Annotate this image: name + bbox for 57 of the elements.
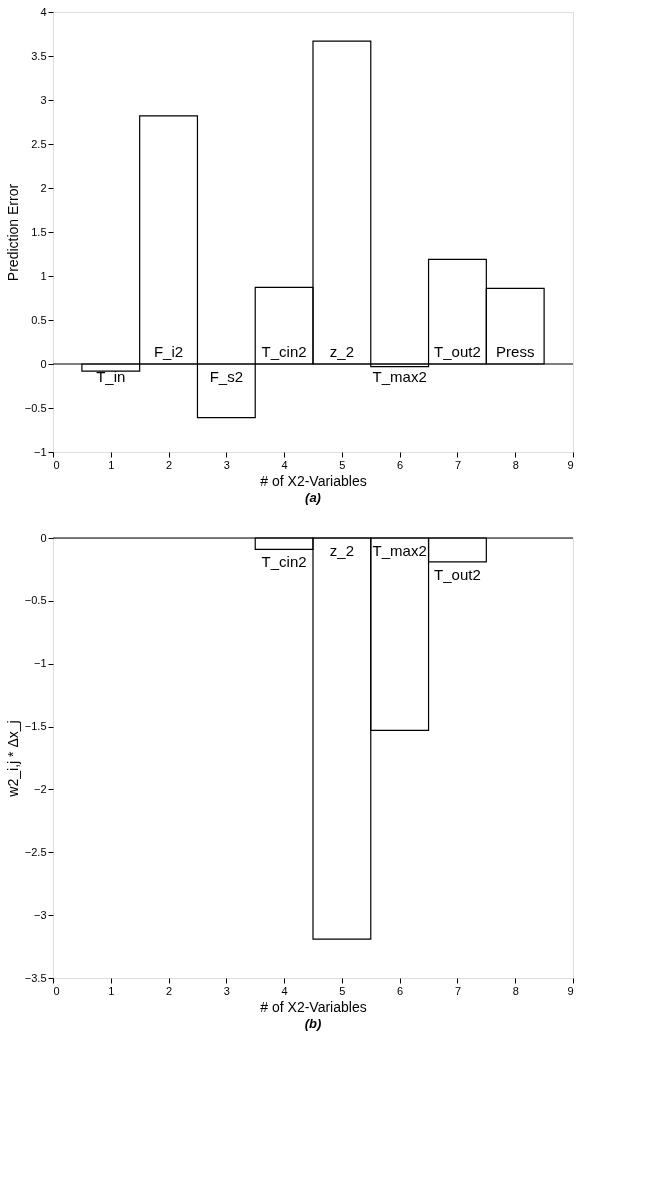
annotation: Press [496,343,535,360]
y-tick-label: −0.5 [24,401,47,414]
x-axis-title: # of X2-Variables [260,472,367,489]
x-tick-label: 2 [165,458,173,471]
y-tick-label: 4 [40,5,47,18]
x-tick-label: 8 [512,458,519,471]
y-tick-label: −1 [33,657,47,670]
x-tick-label: 3 [223,984,230,997]
y-tick-label: −3.5 [24,971,47,984]
annotation: T_in [96,368,126,385]
x-tick-label: 6 [397,458,404,471]
x-tick-label: 0 [53,458,60,471]
y-tick-label: 0.5 [31,313,47,326]
y-tick-label: 1 [40,269,47,282]
annotation: T_max2 [372,542,427,559]
x-tick-label: 7 [454,458,462,471]
annotation: F_i2 [153,343,184,360]
annotation: T_max2 [372,368,427,385]
x-tick-label: 5 [339,458,346,471]
y-tick-label: −1.5 [24,720,47,733]
x-tick-label: 5 [339,984,346,997]
annotation: T_out2 [434,343,481,360]
annotation: z_2 [329,542,354,559]
y-tick-label: 0 [40,531,47,544]
x-tick-label: 6 [397,984,404,997]
x-tick-label: 2 [165,984,173,997]
y-tick-label: −2 [33,782,47,795]
annotation: F_s2 [209,368,244,385]
x-tick-label: 0 [53,984,60,997]
y-axis-title: w2_i,j * Δx_j [4,720,21,798]
x-tick-label: 4 [281,458,288,471]
y-tick-label: 1.5 [31,225,47,238]
x-tick-label: 9 [567,984,574,997]
text: (a) [305,490,321,505]
y-tick-label: 2 [40,181,47,194]
x-tick-label: 8 [512,984,519,997]
x-tick-label: 9 [567,458,574,471]
y-tick-label: −1 [33,445,47,458]
x-tick-label: 4 [281,984,288,997]
annotation: T_cin2 [261,343,307,360]
annotation: T_out2 [434,565,481,583]
y-tick-label: −0.5 [24,594,47,607]
y-axis-title: Prediction Error [4,183,21,282]
y-tick-label: 2.5 [31,137,47,150]
annotation: T_cin2 [261,553,307,571]
y-tick-label: 3.5 [31,49,47,62]
x-axis-title: # of X2-Variables [260,998,367,1015]
x-tick-label: 1 [108,984,115,997]
y-tick-label: −3 [33,908,47,921]
x-tick-label: 1 [108,458,115,471]
y-tick-label: −2.5 [24,845,47,858]
y-tick-label: 0 [40,357,47,370]
y-tick-label: 3 [40,93,47,106]
x-tick-label: 3 [223,458,230,471]
x-tick-label: 7 [454,984,462,997]
text: (b) [304,1016,322,1031]
annotation: z_2 [329,343,354,360]
